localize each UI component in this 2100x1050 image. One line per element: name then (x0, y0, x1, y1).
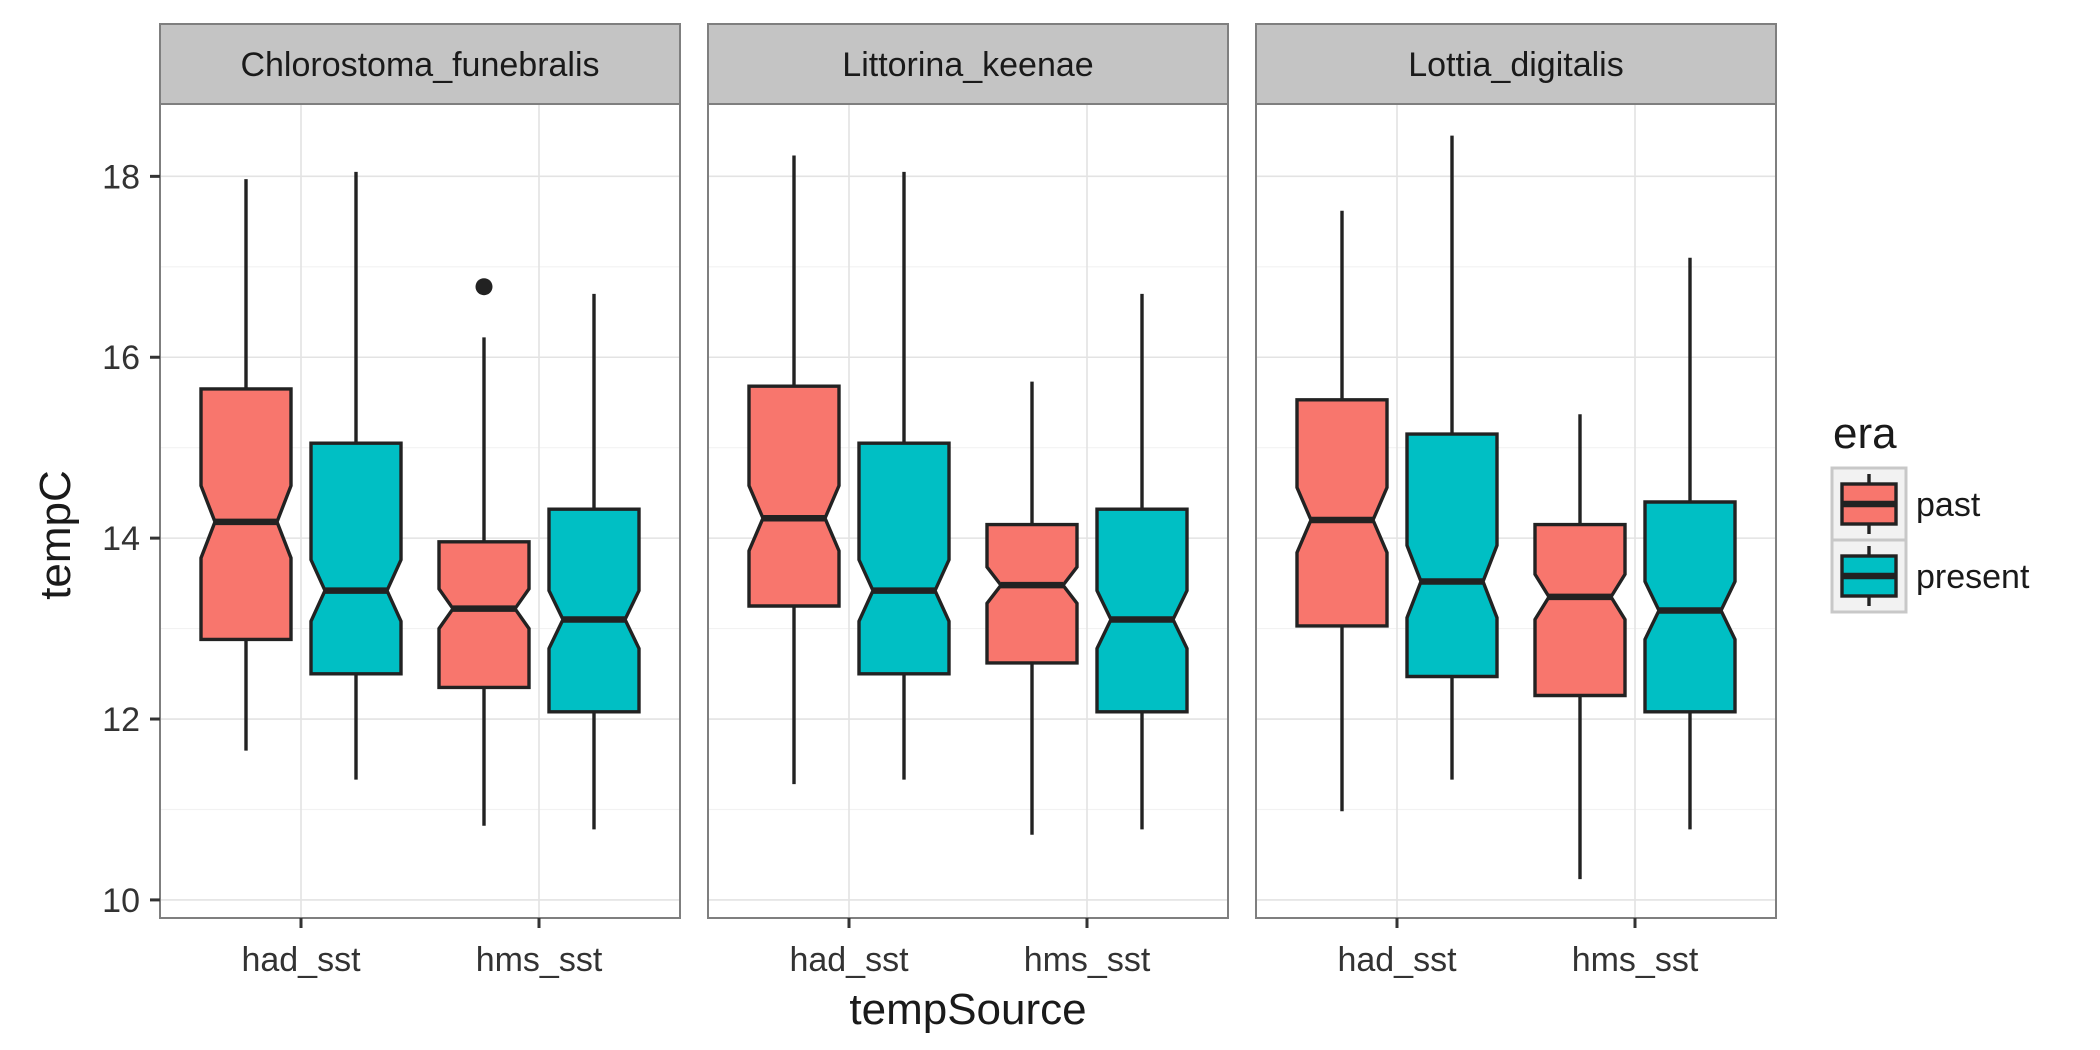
box-past (199, 179, 293, 751)
box-past (985, 381, 1079, 835)
box-present (857, 171, 951, 780)
legend-entry-past: past (1830, 466, 1981, 542)
facet-strip (159, 23, 681, 105)
notched-box (1295, 398, 1389, 628)
x-axis-title: tempSource (849, 985, 1086, 1034)
facet-panel: Littorina_keenae had_sst hms_sst (707, 23, 1229, 979)
box-past (747, 155, 841, 785)
legend: era past present (1830, 409, 2030, 614)
notched-box (437, 540, 531, 690)
box-past (1533, 414, 1627, 880)
box-present (1405, 135, 1499, 780)
box-past (1295, 210, 1389, 812)
legend-label: present (1916, 558, 2030, 596)
box-present (1643, 257, 1737, 830)
notched-box (309, 441, 403, 676)
notched-box (199, 387, 293, 642)
y-tick-label: 10 (102, 882, 140, 920)
x-tick-label: hms_sst (1024, 941, 1151, 979)
y-axis: 10 12 14 16 18 (102, 158, 160, 920)
y-tick-label: 18 (102, 158, 140, 196)
notched-box (1643, 500, 1737, 714)
facet-panel: Lottia_digitalis had_sst hms_sst (1255, 23, 1777, 979)
facet-strip-label: Lottia_digitalis (1408, 46, 1623, 84)
notched-box (985, 522, 1079, 665)
facet-strip (1255, 23, 1777, 105)
y-tick-label: 14 (102, 520, 140, 558)
notched-box (1405, 432, 1499, 679)
facet-strip-label: Chlorostoma_funebralis (240, 46, 599, 84)
y-tick-label: 12 (102, 701, 140, 739)
notched-box (857, 441, 951, 676)
facet-strip (707, 23, 1229, 105)
notched-box (1095, 507, 1189, 714)
y-axis-title: tempC (31, 470, 80, 600)
y-tick-label: 16 (102, 339, 140, 377)
notched-box (1533, 522, 1627, 698)
legend-label: past (1916, 486, 1981, 524)
x-tick-label: had_sst (1337, 941, 1457, 979)
facet-panel: Chlorostoma_funebralis had_sst hms_sst (159, 23, 681, 979)
x-tick-label: had_sst (241, 941, 361, 979)
x-tick-label: hms_sst (476, 941, 603, 979)
notched-box (747, 384, 841, 608)
legend-title: era (1833, 409, 1897, 458)
x-tick-label: hms_sst (1572, 941, 1699, 979)
outlier-point (475, 278, 493, 296)
facet-strip-label: Littorina_keenae (842, 46, 1093, 84)
x-tick-label: had_sst (789, 941, 909, 979)
box-present (547, 293, 641, 830)
legend-entry-present: present (1830, 538, 2030, 614)
box-present (309, 171, 403, 780)
box-past (437, 278, 531, 826)
notched-box (547, 507, 641, 714)
box-present (1095, 293, 1189, 830)
